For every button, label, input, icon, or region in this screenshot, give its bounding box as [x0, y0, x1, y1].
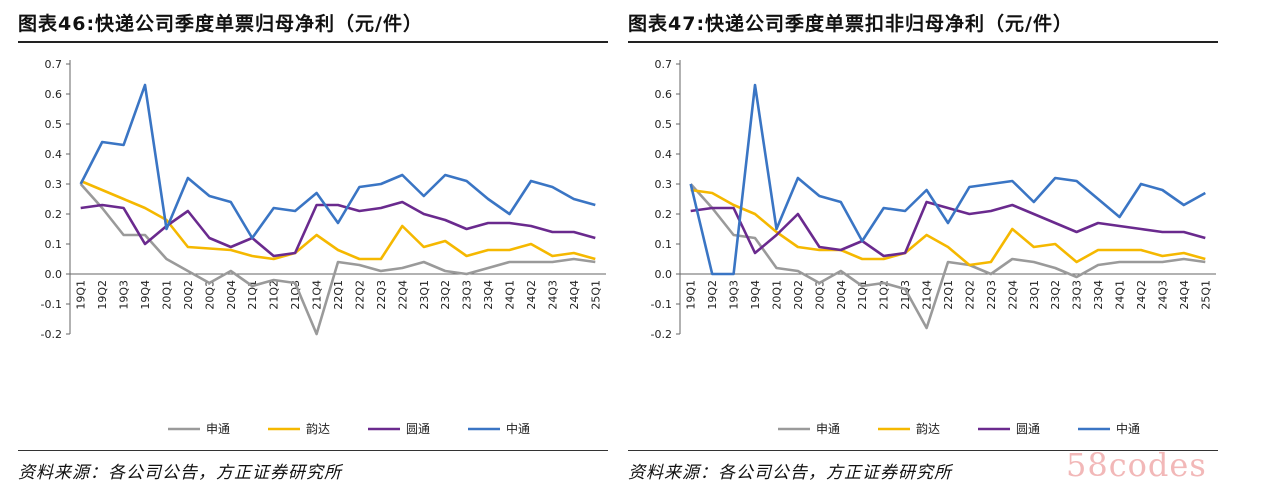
legend-label-yuantong: 圆通	[406, 422, 430, 436]
x-tick-label: 24Q1	[1114, 280, 1127, 310]
x-tick-label: 20Q2	[182, 280, 195, 310]
y-tick-label: 0.6	[655, 88, 673, 101]
x-tick-label: 21Q1	[856, 280, 869, 310]
legend-label-shentong: 申通	[816, 422, 840, 436]
x-tick-label: 22Q2	[353, 280, 366, 310]
x-tick-label: 19Q4	[139, 280, 152, 310]
x-tick-label: 23Q2	[1049, 280, 1062, 310]
x-tick-label: 21Q3	[289, 280, 302, 310]
x-tick-label: 21Q2	[268, 280, 281, 310]
source-note: 资料来源：各公司公告，方正证券研究所	[628, 463, 952, 483]
x-tick-label: 22Q1	[332, 280, 345, 310]
x-tick-label: 21Q1	[246, 280, 259, 310]
y-tick-label: 0.0	[45, 268, 63, 281]
x-tick-label: 20Q3	[203, 280, 216, 310]
x-tick-label: 20Q1	[160, 280, 173, 310]
x-tick-label: 19Q4	[749, 280, 762, 310]
legend-label-yunda: 韵达	[916, 421, 940, 436]
x-tick-label: 19Q2	[96, 280, 109, 310]
y-tick-label: 0.7	[655, 58, 673, 71]
legend-label-zhongtong: 中通	[506, 421, 530, 436]
x-tick-label: 22Q2	[963, 280, 976, 310]
legend-label-shentong: 申通	[206, 422, 230, 436]
y-tick-label: 0.4	[45, 148, 63, 161]
x-tick-label: 20Q4	[225, 280, 238, 310]
legend-label-zhongtong: 中通	[1116, 421, 1140, 436]
series-line-shentong	[689, 183, 1206, 330]
watermark: 58codes	[1066, 446, 1207, 484]
x-tick-label: 22Q3	[375, 280, 388, 310]
x-tick-label: 22Q1	[942, 280, 955, 310]
series-line-zhongtong	[79, 83, 596, 240]
x-tick-label: 22Q4	[396, 280, 409, 310]
line-chart-adjusted-net-profit-per-parcel: -0.2 -0.1 0.0 0.1 0.2 0.3 0.4 0.5 0.6 0.7 19Q1 19Q2…	[651, 58, 1216, 436]
y-tick-label: 0.1	[45, 238, 63, 251]
x-tick-label: 24Q2	[1135, 280, 1148, 310]
x-tick-label: 19Q3	[118, 280, 131, 310]
title-divider	[18, 41, 608, 43]
y-tick-label: 0.0	[655, 268, 673, 281]
x-tick-label: 23Q1	[418, 280, 431, 310]
x-tick-label: 22Q3	[985, 280, 998, 310]
y-tick-label: 0.7	[45, 58, 63, 71]
series-line-zhongtong	[689, 83, 1206, 276]
series-line-yunda	[690, 188, 1206, 267]
line-chart-net-profit-per-parcel: -0.2 -0.1 0.0 0.1 0.2 0.3 0.4 0.5 0.6 0.7 19Q1 19Q2…	[41, 58, 606, 436]
y-tick-label: 0.5	[45, 118, 63, 131]
y-tick-label: 0.3	[45, 178, 63, 191]
title-divider	[628, 41, 1218, 43]
x-tick-label: 21Q4	[921, 280, 934, 310]
right-chart-panel: 图表47:快递公司季度单票扣非归母净利（元/件） -0.2 -0.1 0.0 0.1 0…	[628, 0, 1228, 496]
chart-title: 图表47:快递公司季度单票扣非归母净利（元/件）	[628, 13, 1073, 35]
x-tick-label: 19Q3	[728, 280, 741, 310]
y-tick-label: 0.1	[655, 238, 673, 251]
x-tick-label: 25Q1	[1199, 280, 1212, 310]
x-tick-label: 24Q1	[504, 280, 517, 310]
x-tick-label: 24Q2	[525, 280, 538, 310]
x-tick-label: 24Q4	[568, 280, 581, 310]
x-tick-label: 20Q4	[835, 280, 848, 310]
source-note: 资料来源：各公司公告，方正证券研究所	[18, 463, 342, 483]
x-tick-label: 19Q1	[75, 280, 88, 310]
y-tick-label: 0.2	[45, 208, 63, 221]
series-line-shentong	[79, 183, 596, 336]
y-tick-label: -0.2	[651, 328, 672, 341]
x-tick-label: 20Q3	[813, 280, 826, 310]
y-tick-label: -0.1	[651, 298, 672, 311]
x-tick-label: 23Q4	[482, 280, 495, 310]
x-tick-label: 19Q2	[706, 280, 719, 310]
x-tick-label: 24Q4	[1178, 280, 1191, 310]
x-tick-label: 21Q4	[311, 280, 324, 310]
x-tick-label: 23Q3	[1071, 280, 1084, 310]
y-tick-label: 0.5	[655, 118, 673, 131]
x-tick-label: 22Q4	[1006, 280, 1019, 310]
x-tick-label: 21Q3	[899, 280, 912, 310]
x-tick-label: 23Q1	[1028, 280, 1041, 310]
x-tick-label: 24Q3	[1156, 280, 1169, 310]
x-tick-label: 24Q3	[546, 280, 559, 310]
x-tick-label: 23Q3	[461, 280, 474, 310]
legend-label-yuantong: 圆通	[1016, 422, 1040, 436]
source-divider	[628, 450, 1218, 451]
series-line-yunda	[80, 179, 596, 261]
y-tick-label: 0.4	[655, 148, 673, 161]
source-divider	[18, 450, 608, 451]
y-tick-label: -0.1	[41, 298, 62, 311]
x-tick-label: 20Q1	[770, 280, 783, 310]
y-tick-label: 0.3	[655, 178, 673, 191]
legend-label-yunda: 韵达	[306, 421, 330, 436]
y-tick-label: -0.2	[41, 328, 62, 341]
left-chart-panel: 图表46:快递公司季度单票归母净利（元/件） -0.2 -0.1 0.0 0.1 0.2…	[18, 0, 618, 496]
chart-title: 图表46:快递公司季度单票归母净利（元/件）	[18, 13, 423, 35]
series-line-yuantong	[690, 200, 1206, 258]
x-tick-label: 23Q2	[439, 280, 452, 310]
x-tick-label: 25Q1	[589, 280, 602, 310]
x-tick-label: 21Q2	[878, 280, 891, 310]
x-tick-label: 20Q2	[792, 280, 805, 310]
y-tick-label: 0.6	[45, 88, 63, 101]
y-tick-label: 0.2	[655, 208, 673, 221]
x-tick-label: 23Q4	[1092, 280, 1105, 310]
x-tick-label: 19Q1	[685, 280, 698, 310]
